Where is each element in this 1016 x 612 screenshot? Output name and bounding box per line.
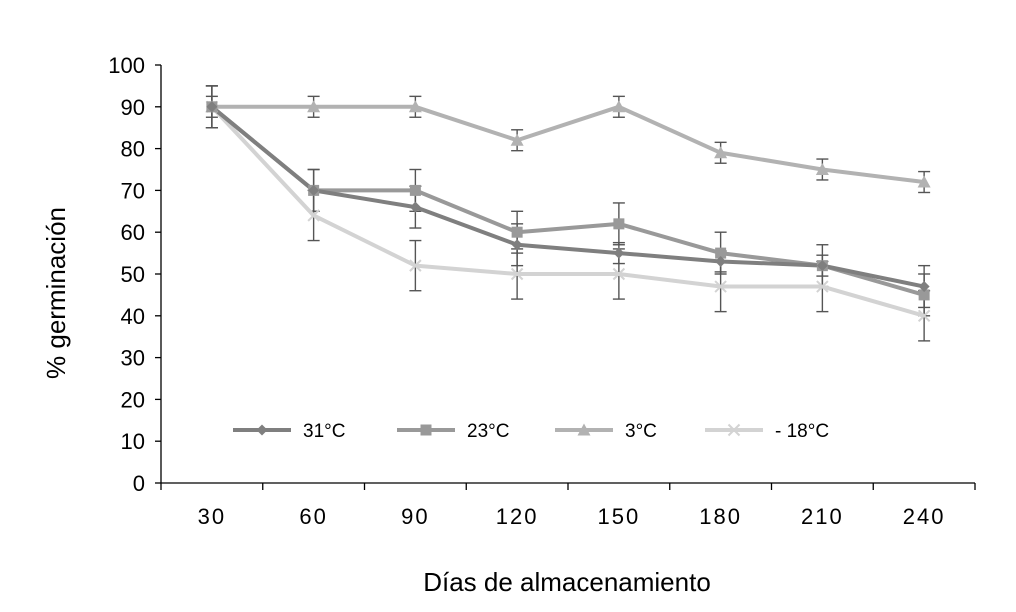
series-markers xyxy=(205,100,931,323)
y-tick-label: 90 xyxy=(121,95,145,120)
x-tick-label: 60 xyxy=(299,504,327,529)
y-tick-label: 10 xyxy=(121,429,145,454)
marker-x-stroke xyxy=(727,423,741,437)
marker-x-stroke xyxy=(409,259,422,272)
legend: 31°C 23°C 3°C - 18°C xyxy=(233,421,829,442)
y-tick-label: 80 xyxy=(121,137,145,162)
legend-label: 23°C xyxy=(467,421,509,442)
series-0-point xyxy=(206,101,218,113)
series-2-line xyxy=(211,104,925,185)
series-0-point xyxy=(613,247,625,259)
legend-swatch-marker xyxy=(256,424,268,436)
axes: 0 10 20 30 40 50 60 70 80 90 100 30 60 90 120 150 180 210… xyxy=(108,53,976,529)
x-axis-title: Días de almacenamiento xyxy=(423,567,711,597)
series-2-point xyxy=(408,100,422,113)
marker-x-stroke xyxy=(816,280,829,293)
x-tick-label: 120 xyxy=(496,504,539,529)
series-3-point xyxy=(816,280,829,293)
series-3-point xyxy=(917,309,931,323)
series-3-point xyxy=(612,267,626,281)
series-3-point xyxy=(714,280,727,293)
legend-swatch-marker xyxy=(420,424,432,436)
legend-swatch-marker xyxy=(577,423,591,436)
legend-label: - 18°C xyxy=(775,421,829,442)
legend-label: 31°C xyxy=(303,421,345,442)
y-tick-label: 60 xyxy=(121,220,145,245)
series-0-point xyxy=(409,201,421,213)
y-tick-label: 0 xyxy=(133,471,145,496)
x-tick-label: 240 xyxy=(903,504,946,529)
legend-item: 31°C xyxy=(233,421,345,442)
series-2-point xyxy=(714,146,728,159)
y-tick-label: 100 xyxy=(108,53,145,78)
marker-x-stroke xyxy=(917,309,931,323)
legend-item: 23°C xyxy=(397,421,509,442)
x-tick-label: 150 xyxy=(598,504,641,529)
series-1-point xyxy=(613,218,625,230)
legend-item: 3°C xyxy=(555,421,657,442)
y-tick-label: 20 xyxy=(121,387,145,412)
x-tick-label: 180 xyxy=(699,504,742,529)
series-3-point xyxy=(409,259,422,272)
marker-x-stroke xyxy=(307,209,320,222)
marker-x-stroke xyxy=(612,267,626,281)
series-2-point xyxy=(307,100,321,113)
marker-x-stroke xyxy=(714,280,727,293)
series-3-point xyxy=(307,209,320,222)
x-tick-label: 210 xyxy=(801,504,844,529)
series-0-point xyxy=(511,239,523,251)
legend-item: - 18°C xyxy=(705,421,829,442)
series-2-point xyxy=(815,163,829,175)
legend-label: 3°C xyxy=(625,421,657,442)
series-2-point xyxy=(510,133,524,146)
y-tick-label: 30 xyxy=(121,346,145,371)
series-1-point xyxy=(511,226,523,238)
series-0-point xyxy=(918,281,930,293)
marker-x-stroke xyxy=(510,267,524,281)
series-1-point xyxy=(715,247,727,259)
y-tick-label: 40 xyxy=(121,304,145,329)
series-0-line xyxy=(210,105,925,289)
series-0-point xyxy=(816,260,828,272)
y-axis-title: % germinación xyxy=(41,207,71,379)
series-1-point xyxy=(918,289,930,301)
y-tick-label: 70 xyxy=(121,178,145,203)
series-2-point xyxy=(917,175,931,188)
y-tick-label: 50 xyxy=(121,262,145,287)
x-tick-label: 30 xyxy=(198,504,226,529)
series-lines xyxy=(210,104,925,318)
series-0-point xyxy=(715,255,727,267)
series-3-line xyxy=(210,105,925,318)
series-3-point xyxy=(510,267,524,281)
series-2-point xyxy=(612,100,626,113)
legend-swatch-marker xyxy=(727,423,741,437)
x-tick-label: 90 xyxy=(401,504,429,529)
series-1-point xyxy=(409,184,421,196)
series-0-point xyxy=(308,184,320,196)
